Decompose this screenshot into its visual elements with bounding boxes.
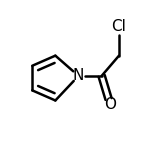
Text: N: N — [73, 68, 84, 83]
Text: O: O — [104, 97, 116, 112]
Text: Cl: Cl — [112, 19, 126, 34]
